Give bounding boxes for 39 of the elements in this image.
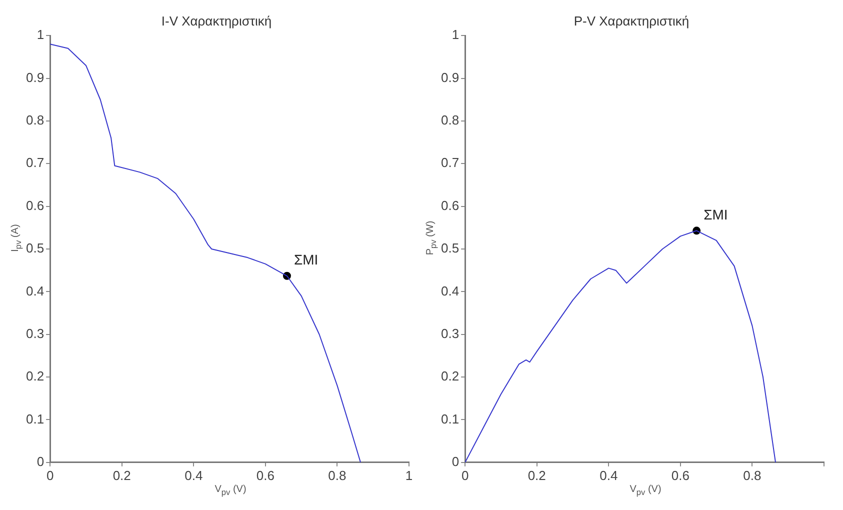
y-tick-label: 1: [36, 27, 44, 42]
y-tick-label: 0.6: [26, 198, 44, 213]
y-tick-label: 0.7: [440, 155, 460, 170]
x-tick-label: 0.4: [184, 468, 203, 483]
x-axis-title: V$_{pv}$ (V): [214, 484, 248, 497]
x-tick-label: 0.2: [112, 468, 131, 483]
x-tick-label: 0: [461, 468, 469, 483]
y-tick-label: 0.1: [440, 411, 460, 426]
x-tick-label: 0.8: [743, 468, 762, 483]
y-tick-label: 0: [36, 454, 44, 469]
y-tick-label: 0.8: [440, 112, 460, 128]
y-tick-label: 0.3: [26, 326, 44, 341]
y-tick-label: 0.4: [26, 283, 44, 298]
chart-title: P-V Χαρακτηριστική: [574, 13, 690, 28]
chart-title: I-V Χαρακτηριστική: [161, 13, 272, 28]
y-tick-label: 0.1: [26, 411, 44, 426]
y-tick-label: 0.8: [26, 112, 44, 128]
y-tick-label: 0: [452, 454, 460, 469]
y-tick-label: 0.5: [440, 240, 460, 256]
y-tick-label: 0.9: [26, 70, 44, 85]
x-tick-label: 0.4: [600, 468, 618, 483]
x-tick-label: 0: [46, 468, 54, 483]
y-tick-label: 1: [452, 27, 460, 42]
x-axis-title: V$_{pv}$ (V): [628, 484, 662, 497]
annotation: ΣΜΙ: [704, 206, 728, 223]
y-tick-label: 0.4: [440, 283, 460, 298]
x-tick-label: 0.6: [671, 468, 690, 483]
x-tick-label: 1: [405, 468, 413, 483]
y-tick-label: 0.7: [26, 155, 44, 170]
y-tick-label: 0.3: [440, 326, 460, 341]
x-tick-label: 0.6: [256, 468, 274, 483]
x-tick-label: 0.2: [528, 468, 546, 483]
x-tick-label: 0.8: [328, 468, 346, 483]
y-tick-label: 0.5: [26, 240, 44, 256]
y-tick-label: 0.6: [440, 198, 460, 213]
y-tick-label: 0.2: [440, 368, 460, 384]
y-tick-label: 0.2: [26, 368, 44, 384]
annotation: ΣΜΙ: [294, 252, 318, 268]
y-tick-label: 0.9: [440, 70, 460, 85]
